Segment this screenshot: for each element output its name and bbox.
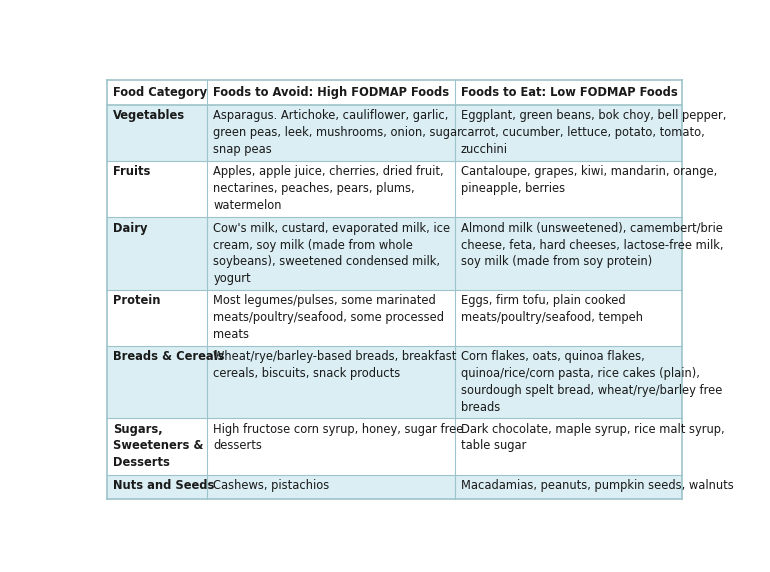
- Text: Foods to Eat: Low FODMAP Foods: Foods to Eat: Low FODMAP Foods: [461, 86, 678, 98]
- Text: Dark chocolate, maple syrup, rice malt syrup,
table sugar: Dark chocolate, maple syrup, rice malt s…: [461, 423, 725, 452]
- Text: Almond milk (unsweetened), camembert/brie
cheese, feta, hard cheeses, lactose-fr: Almond milk (unsweetened), camembert/bri…: [461, 222, 723, 268]
- Text: Fruits: Fruits: [113, 165, 150, 178]
- Bar: [107, 80, 682, 105]
- Text: Foods to Avoid: High FODMAP Foods: Foods to Avoid: High FODMAP Foods: [213, 86, 450, 98]
- Text: Eggplant, green beans, bok choy, bell pepper,
carrot, cucumber, lettuce, potato,: Eggplant, green beans, bok choy, bell pe…: [461, 109, 726, 156]
- Text: High fructose corn syrup, honey, sugar free
desserts: High fructose corn syrup, honey, sugar f…: [213, 423, 464, 452]
- Bar: [107, 289, 682, 346]
- Text: Macadamias, peanuts, pumpkin seeds, walnuts: Macadamias, peanuts, pumpkin seeds, waln…: [461, 479, 734, 492]
- Text: Nuts and Seeds: Nuts and Seeds: [113, 479, 214, 492]
- Bar: [107, 346, 682, 418]
- Text: Protein: Protein: [113, 294, 160, 307]
- Bar: [107, 105, 682, 161]
- Text: Dairy: Dairy: [113, 222, 148, 235]
- Text: Wheat/rye/barley-based breads, breakfast
cereals, biscuits, snack products: Wheat/rye/barley-based breads, breakfast…: [213, 351, 457, 380]
- Text: Cantaloupe, grapes, kiwi, mandarin, orange,
pineapple, berries: Cantaloupe, grapes, kiwi, mandarin, oran…: [461, 165, 717, 195]
- Text: Breads & Cereals: Breads & Cereals: [113, 351, 225, 363]
- Text: Eggs, firm tofu, plain cooked
meats/poultry/seafood, tempeh: Eggs, firm tofu, plain cooked meats/poul…: [461, 294, 643, 324]
- Text: Vegetables: Vegetables: [113, 109, 185, 122]
- Text: Cow's milk, custard, evaporated milk, ice
cream, soy milk (made from whole
soybe: Cow's milk, custard, evaporated milk, ic…: [213, 222, 450, 285]
- Bar: [107, 418, 682, 475]
- Text: Corn flakes, oats, quinoa flakes,
quinoa/rice/corn pasta, rice cakes (plain),
so: Corn flakes, oats, quinoa flakes, quinoa…: [461, 351, 722, 414]
- Text: Apples, apple juice, cherries, dried fruit,
nectarines, peaches, pears, plums,
w: Apples, apple juice, cherries, dried fru…: [213, 165, 444, 212]
- Bar: [107, 217, 682, 289]
- Text: Food Category: Food Category: [113, 86, 207, 98]
- Text: Most legumes/pulses, some marinated
meats/poultry/seafood, some processed
meats: Most legumes/pulses, some marinated meat…: [213, 294, 444, 341]
- Text: Asparagus. Artichoke, cauliflower, garlic,
green peas, leek, mushrooms, onion, s: Asparagus. Artichoke, cauliflower, garli…: [213, 109, 462, 156]
- Text: Sugars,
Sweeteners &
Desserts: Sugars, Sweeteners & Desserts: [113, 423, 203, 469]
- Text: Cashews, pistachios: Cashews, pistachios: [213, 479, 330, 492]
- Bar: [107, 161, 682, 217]
- Bar: [107, 475, 682, 499]
